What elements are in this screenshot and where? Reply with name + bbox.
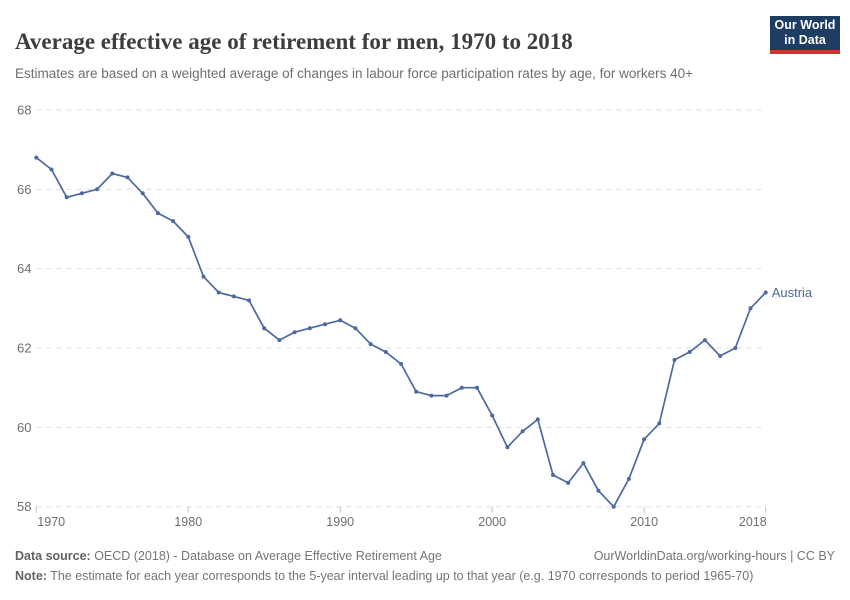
- data-point: [323, 322, 327, 327]
- series-label: Austria: [772, 285, 813, 300]
- data-point: [79, 191, 84, 196]
- note-text: The estimate for each year corresponds t…: [46, 569, 754, 583]
- data-point: [596, 488, 601, 493]
- data-point: [231, 294, 236, 299]
- note-label: Note:: [15, 569, 47, 583]
- data-point: [551, 473, 555, 477]
- data-point: [611, 504, 616, 509]
- x-tick-label: 2018: [739, 515, 767, 529]
- data-point: [292, 330, 297, 335]
- data-point: [444, 393, 449, 398]
- chart-canvas: 68 66 64 62 60 58 1970 1980 1990 2000 2010 2018 Aust…: [17, 103, 813, 530]
- data-point: [216, 290, 221, 295]
- y-tick-label: 66: [17, 182, 31, 197]
- data-point: [353, 326, 358, 331]
- footer-note-row: Note: The estimate for each year corresp…: [15, 566, 835, 586]
- data-point: [338, 318, 343, 323]
- data-point: [763, 290, 768, 295]
- x-tick-label: 1970: [37, 515, 65, 529]
- footer-source-row: Data source: OECD (2018) - Database on A…: [15, 546, 835, 566]
- y-tick-label: 58: [17, 499, 31, 514]
- data-point: [171, 219, 176, 224]
- data-point: [702, 338, 707, 343]
- data-point: [490, 413, 495, 418]
- data-point: [247, 298, 251, 303]
- y-tick-label: 68: [17, 103, 31, 118]
- data-point: [414, 389, 419, 394]
- x-tick-label: 2000: [478, 515, 506, 529]
- data-point: [429, 393, 434, 398]
- data-point: [718, 354, 723, 358]
- data-point: [642, 437, 647, 442]
- data-point: [626, 476, 631, 481]
- data-point: [307, 326, 312, 331]
- data-point: [383, 350, 388, 354]
- data-point: [399, 361, 403, 366]
- data-point: [125, 175, 130, 180]
- owid-logo-line2: in Data: [784, 33, 826, 47]
- data-point: [748, 306, 753, 311]
- chart-line: [35, 156, 767, 508]
- data-point: [155, 211, 160, 216]
- y-tick-label: 60: [17, 420, 31, 435]
- data-point: [657, 421, 662, 426]
- data-point: [201, 274, 206, 279]
- data-point: [566, 480, 571, 485]
- data-point: [95, 187, 100, 192]
- data-point: [34, 155, 39, 160]
- owid-logo: Our World in Data: [770, 16, 840, 54]
- data-source: Data source: OECD (2018) - Database on A…: [15, 546, 442, 566]
- y-tick-label: 62: [17, 341, 31, 356]
- chart-subtitle: Estimates are based on a weighted averag…: [15, 65, 694, 81]
- data-point: [140, 191, 145, 196]
- chart-title: Average effective age of retirement for …: [15, 29, 573, 55]
- owid-logo-line1: Our World: [774, 18, 836, 32]
- y-tick-label: 64: [17, 261, 31, 276]
- data-point: [520, 429, 525, 434]
- data-point: [64, 195, 69, 200]
- x-tick-label: 1980: [174, 515, 202, 529]
- data-point: [262, 326, 267, 331]
- data-point: [535, 417, 540, 422]
- data-point: [581, 461, 586, 466]
- data-point: [110, 171, 115, 176]
- data-point: [368, 342, 373, 347]
- data-point: [277, 338, 282, 343]
- data-point: [459, 385, 464, 390]
- data-point: [733, 346, 738, 350]
- data-source-label: Data source:: [15, 549, 91, 563]
- x-tick-label: 2010: [630, 515, 658, 529]
- chart-footer: Data source: OECD (2018) - Database on A…: [15, 546, 835, 586]
- data-point: [687, 350, 692, 354]
- x-tick-label: 1990: [326, 515, 354, 529]
- data-point: [475, 385, 479, 390]
- data-point: [672, 357, 677, 362]
- data-point: [186, 234, 191, 239]
- owid-url: OurWorldinData.org/working-hours | CC BY: [593, 549, 835, 563]
- data-point: [49, 167, 54, 172]
- data-source-text: OECD (2018) - Database on Average Effect…: [90, 549, 442, 563]
- chart-area: 68 66 64 62 60 58 1970 1980 1990 2000 2010 2018 Aust…: [0, 95, 850, 540]
- data-point: [505, 445, 510, 450]
